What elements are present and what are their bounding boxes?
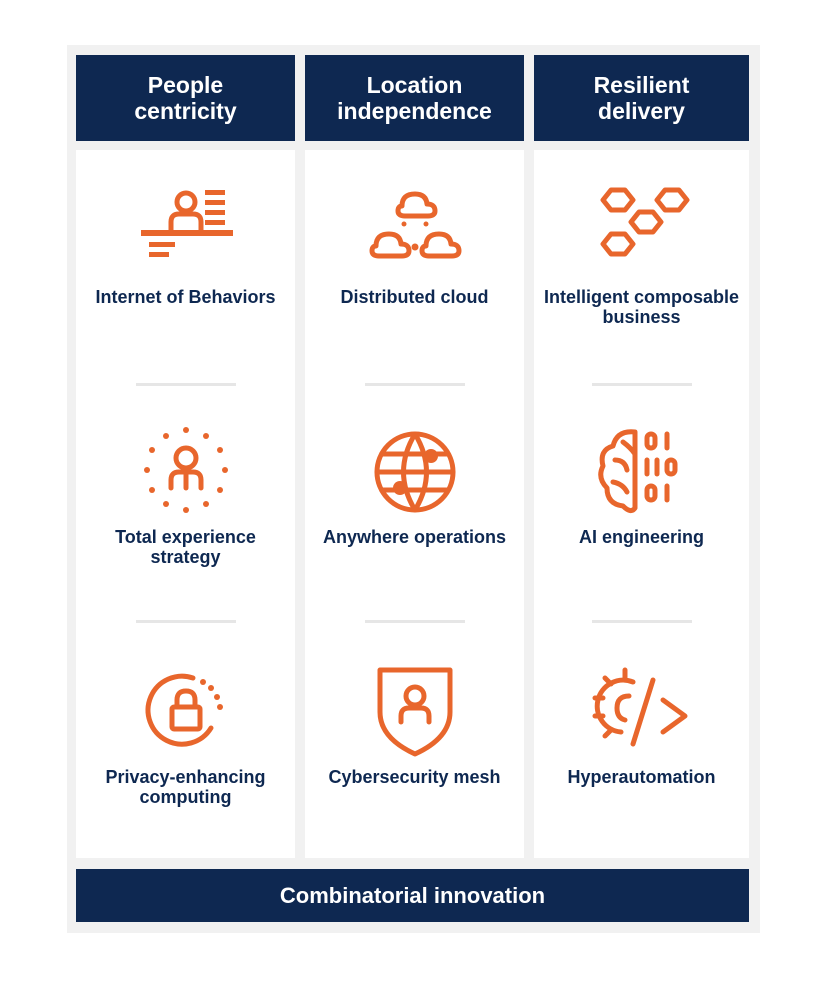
item-label: Privacy-enhancing computing [105, 767, 266, 807]
divider [591, 383, 692, 386]
item-label: Intelligent composable business [543, 287, 740, 327]
item-label: AI engineering [578, 527, 704, 547]
item-label: Total experience strategy [115, 527, 256, 567]
item-label: Distributed cloud [340, 287, 489, 307]
item-internet-of-behaviors: Internet of Behaviors [76, 150, 295, 380]
item-anywhere-operations: Anywhere operations [305, 390, 524, 620]
person-at-desk-icon [131, 180, 241, 280]
column-location-independence: Distributed cloud Anywhere operations Cy… [305, 150, 524, 858]
divider [135, 383, 236, 386]
item-cybersecurity-mesh: Cybersecurity mesh [305, 630, 524, 860]
footer-banner: Combinatorial innovation [76, 869, 749, 922]
item-intelligent-composable-business: Intelligent composable business [534, 150, 749, 380]
column-header-resilient-delivery: Resilient delivery [534, 55, 749, 141]
hexagons-icon [587, 180, 697, 280]
item-ai-engineering: AI engineering [534, 390, 749, 620]
globe-network-icon [360, 420, 470, 520]
divider [364, 383, 465, 386]
item-privacy-enhancing-computing: Privacy-enhancing computing [76, 630, 295, 860]
person-in-dotted-circle-icon [131, 420, 241, 520]
divider [135, 620, 236, 623]
item-label: Hyperautomation [567, 767, 716, 787]
column-header-location-independence: Location independence [305, 55, 524, 141]
item-label: Cybersecurity mesh [328, 767, 501, 787]
item-label: Internet of Behaviors [95, 287, 276, 307]
lock-in-circle-icon [131, 660, 241, 760]
column-resilient-delivery: Intelligent composable business AI engin… [534, 150, 749, 858]
column-people-centricity: Internet of Behaviors Total [76, 150, 295, 858]
gear-code-icon [587, 660, 697, 760]
item-total-experience-strategy: Total experience strategy [76, 390, 295, 620]
item-hyperautomation: Hyperautomation [534, 630, 749, 860]
column-header-people-centricity: People centricity [76, 55, 295, 141]
item-label: Anywhere operations [322, 527, 507, 547]
item-distributed-cloud: Distributed cloud [305, 150, 524, 380]
brain-binary-icon [587, 420, 697, 520]
shield-person-icon [360, 660, 470, 760]
cloud-network-icon [360, 180, 470, 280]
divider [364, 620, 465, 623]
divider [591, 620, 692, 623]
